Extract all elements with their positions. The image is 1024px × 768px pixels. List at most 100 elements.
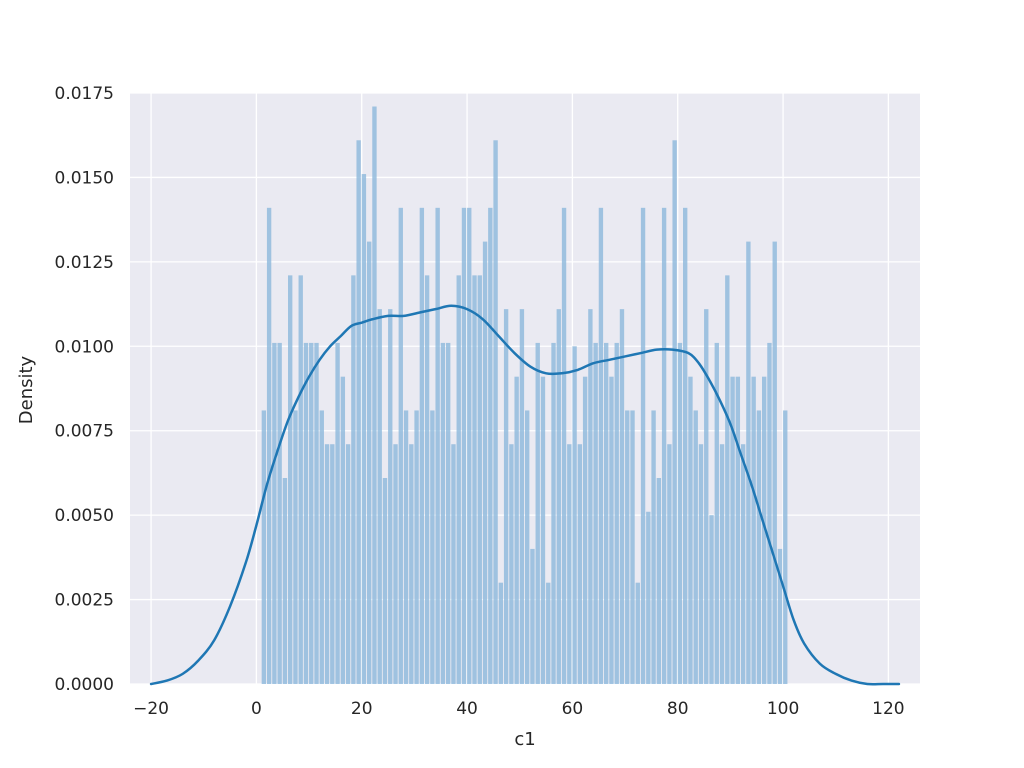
histogram-bar: [582, 376, 588, 684]
histogram-bar: [330, 444, 335, 684]
histogram-bar: [340, 376, 346, 684]
histogram-bar: [498, 582, 504, 684]
histogram-bar: [661, 207, 667, 684]
histogram-bar: [419, 207, 425, 684]
histogram-bar: [467, 207, 472, 684]
histogram-bar: [561, 207, 567, 684]
histogram-bar: [719, 444, 725, 684]
histogram-bar: [472, 275, 477, 684]
histogram-bar: [540, 376, 546, 684]
histogram-bar: [762, 376, 767, 684]
histogram-bar: [503, 309, 509, 684]
histogram-bar: [461, 207, 467, 684]
histogram-bar: [656, 477, 662, 684]
histogram-bar: [551, 342, 556, 684]
histogram-bar: [735, 376, 741, 684]
x-tick-label: 60: [562, 699, 584, 719]
histogram-bar: [698, 444, 704, 684]
histogram-bar: [688, 376, 693, 684]
histogram-bar: [298, 275, 303, 684]
y-tick-label: 0.0075: [55, 422, 114, 442]
histogram-bar: [556, 309, 561, 684]
histogram-bar: [746, 241, 751, 684]
histogram-bar: [277, 342, 282, 684]
histogram-bar: [403, 410, 409, 684]
histogram-bar: [414, 410, 419, 684]
histogram-bar: [382, 477, 388, 684]
histogram-bar: [509, 444, 514, 684]
histogram-bar: [730, 376, 735, 684]
y-tick-label: 0.0175: [55, 84, 114, 104]
histogram-bar: [577, 444, 583, 684]
histogram-bar: [525, 410, 530, 684]
histogram-bar: [424, 275, 430, 684]
histogram-bar: [614, 342, 619, 684]
histogram-bar: [514, 376, 519, 684]
histogram-bar: [546, 582, 551, 684]
histogram-bar: [630, 410, 635, 684]
y-tick-label: 0.0025: [55, 591, 114, 611]
histogram-bar: [651, 410, 656, 684]
histogram-bar: [646, 511, 651, 684]
histogram-bar: [303, 342, 309, 684]
histogram-bar: [635, 582, 640, 684]
kde-line: [149, 304, 901, 686]
x-tick-label: −20: [133, 699, 169, 719]
histogram-bar: [704, 309, 709, 684]
histogram-bar: [777, 548, 783, 684]
x-tick-labels: −20 0 20 40 60 80 100 120: [133, 699, 905, 719]
histogram-bar: [667, 444, 672, 684]
x-tick-label: 20: [351, 699, 373, 719]
histogram-bar: [640, 207, 646, 684]
histogram-bar: [272, 342, 277, 684]
histogram-bar: [309, 342, 314, 684]
histogram-bar: [572, 346, 577, 684]
histogram-bar: [477, 275, 482, 684]
histogram-bar: [488, 207, 493, 684]
histogram-bar: [709, 515, 714, 684]
histogram-bar: [335, 342, 340, 684]
x-tick-label: 120: [872, 699, 904, 719]
histogram-bars: [261, 106, 788, 685]
histogram-bar: [266, 207, 272, 684]
x-tick-label: 100: [767, 699, 799, 719]
histogram-bar: [740, 444, 746, 684]
histogram-bar: [288, 275, 293, 684]
histogram-bar: [430, 410, 435, 684]
histogram-bar: [683, 207, 688, 684]
histogram-bar: [598, 207, 604, 684]
histogram-bar: [293, 410, 298, 684]
histogram-bar: [435, 207, 440, 684]
histogram-bar: [482, 241, 488, 684]
histogram-bar: [751, 376, 756, 684]
histogram-bar: [588, 309, 593, 684]
histogram-bar: [625, 410, 630, 684]
histogram-bar: [519, 309, 525, 684]
histogram-bar: [619, 309, 625, 684]
histogram-bar: [446, 342, 451, 684]
histogram-bar: [783, 410, 788, 684]
y-tick-label: 0.0150: [55, 168, 114, 188]
histogram-bar: [351, 275, 356, 684]
histogram-bar: [393, 444, 398, 684]
histogram-bar: [361, 174, 367, 684]
x-axis-label: c1: [514, 729, 535, 750]
histogram-bar: [677, 342, 683, 684]
histogram-bar: [440, 342, 446, 684]
y-tick-label: 0.0000: [55, 675, 114, 695]
histogram-bar: [693, 410, 698, 684]
histogram-bar: [398, 207, 403, 684]
histogram-bar: [356, 140, 361, 684]
y-tick-label: 0.0100: [55, 337, 114, 357]
y-tick-label: 0.0050: [55, 506, 114, 526]
histogram-bar: [345, 444, 351, 684]
y-tick-label: 0.0125: [55, 253, 114, 273]
histogram-bar: [261, 410, 267, 684]
x-tick-label: 40: [456, 699, 478, 719]
histogram-bar: [756, 410, 762, 684]
y-tick-labels: 0.0000 0.0025 0.0050 0.0075 0.0100 0.0125 0.01…: [55, 84, 114, 695]
x-tick-label: 80: [667, 699, 689, 719]
histogram-bar: [367, 241, 372, 684]
histogram-bar: [388, 309, 393, 684]
x-tick-label: 0: [251, 699, 262, 719]
